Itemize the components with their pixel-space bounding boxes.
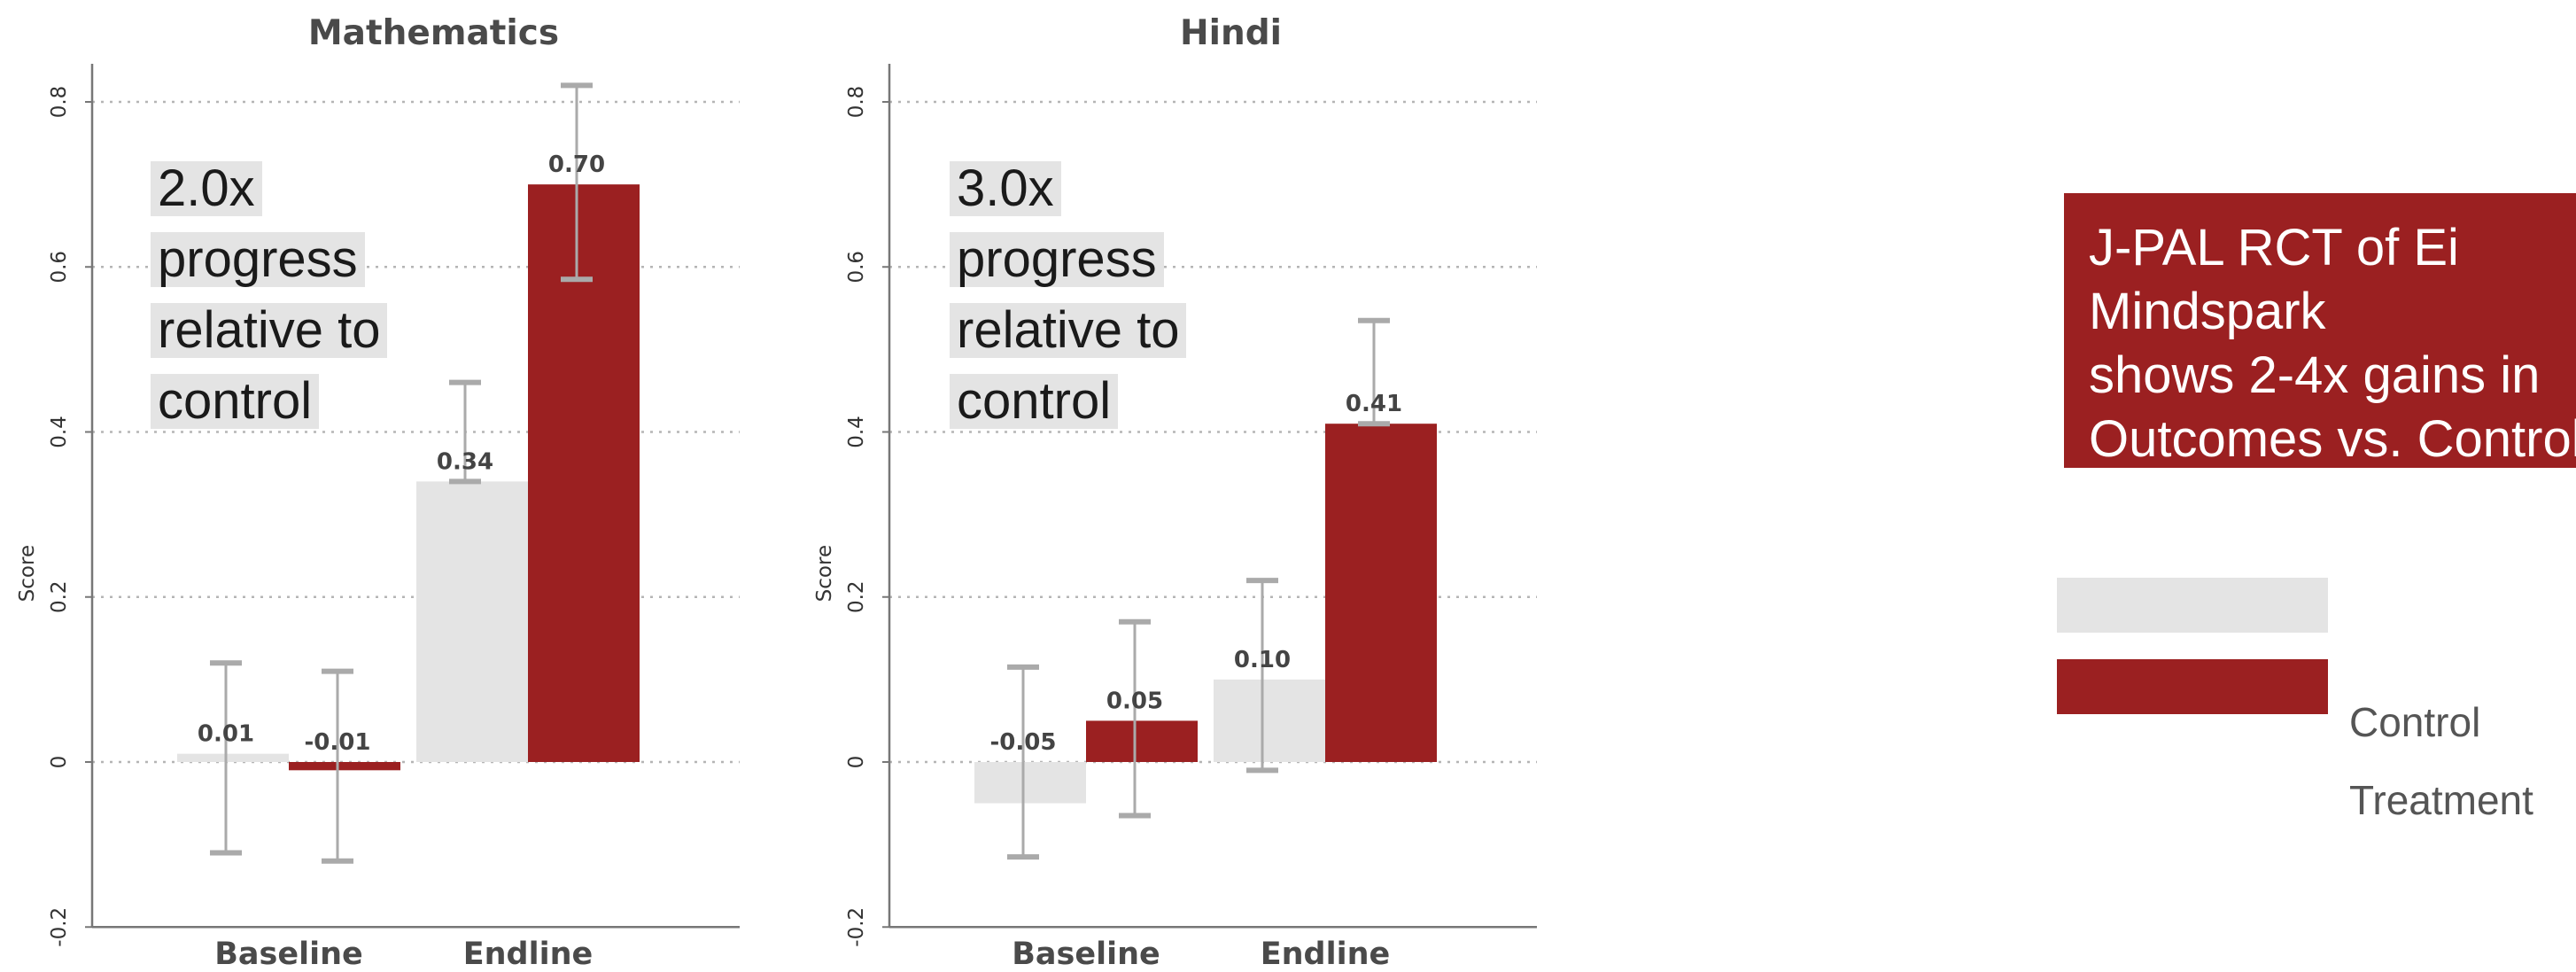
y-axis-label: Score	[16, 545, 39, 602]
y-tick-label: 0.6	[845, 251, 868, 284]
annotation-line: progress	[950, 232, 1164, 287]
chart-title: Hindi	[1180, 13, 1282, 53]
category-label: Endline	[1261, 937, 1391, 972]
chart-panel-hindi: Hindi Score -0.2 0 0.2 0.4 0.6 0.8 -0.05 0.05 Base…	[813, 13, 1537, 972]
data-label: -0.01	[305, 729, 371, 756]
y-axis-label: Score	[813, 545, 836, 602]
annotation-line: control	[151, 374, 320, 429]
annotation-line: progress	[151, 232, 365, 287]
data-label: -0.05	[990, 729, 1057, 756]
annotation-line: control	[950, 374, 1119, 429]
y-tick-label: -0.2	[48, 907, 71, 947]
summary-banner: J-PAL RCT of Ei Mindspark shows 2-4x gai…	[2064, 193, 2576, 468]
bar-control-baseline	[974, 762, 1086, 804]
bar-treatment-endline	[528, 184, 640, 762]
bar-control-endline	[416, 481, 528, 762]
bar-control-baseline	[177, 753, 289, 762]
data-label: 0.05	[1106, 688, 1163, 714]
y-tick-label: 0.8	[48, 86, 71, 119]
y-tick-label: 0	[845, 756, 868, 769]
annotation-line: 3.0x	[950, 161, 1061, 216]
bar-treatment-baseline	[1086, 720, 1198, 762]
annotation-mathematics: 2.0x progress relative to control	[151, 156, 388, 439]
chart-title: Mathematics	[308, 13, 559, 53]
y-tick-label: 0.4	[845, 416, 868, 448]
bar-treatment-baseline	[289, 762, 400, 771]
data-label: 0.34	[437, 448, 493, 475]
annotation-line: 2.0x	[151, 161, 262, 216]
category-label: Baseline	[214, 937, 363, 972]
data-label: 0.41	[1346, 391, 1402, 417]
y-tick-label: 0.4	[48, 416, 71, 448]
annotation-line: relative to	[950, 303, 1187, 358]
legend-swatch-treatment	[2057, 659, 2328, 714]
y-tick-label: 0.6	[48, 251, 71, 284]
y-tick-label: 0	[48, 756, 71, 769]
data-label: 0.70	[548, 152, 605, 178]
bar-control-endline	[1214, 679, 1325, 762]
category-label: Endline	[463, 937, 594, 972]
y-tick-label: 0.2	[48, 580, 71, 613]
data-label: 0.01	[198, 721, 254, 748]
annotation-line: relative to	[151, 303, 388, 358]
legend-label-control: Control	[2349, 699, 2481, 745]
y-tick-label: 0.8	[845, 86, 868, 119]
y-tick-label: 0.2	[845, 580, 868, 613]
annotation-hindi: 3.0x progress relative to control	[950, 156, 1187, 439]
category-label: Baseline	[1012, 937, 1160, 972]
legend-label-treatment: Treatment	[2349, 777, 2533, 823]
bar-treatment-endline	[1325, 424, 1437, 762]
legend-swatch-control	[2057, 578, 2328, 633]
y-tick-label: -0.2	[845, 907, 868, 947]
data-label: 0.10	[1234, 647, 1291, 673]
